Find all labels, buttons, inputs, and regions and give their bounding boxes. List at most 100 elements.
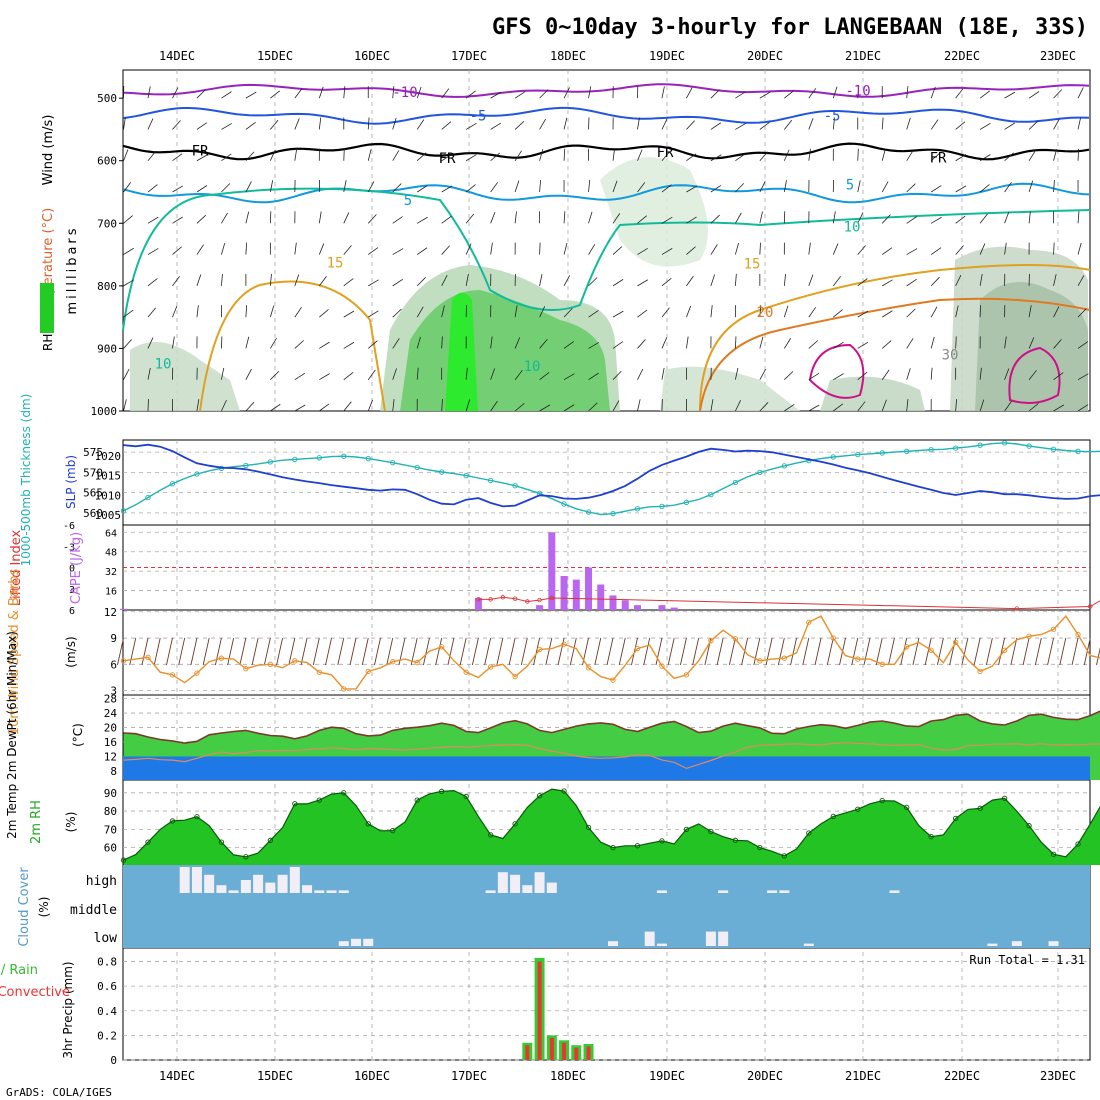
wind-barb (783, 180, 787, 193)
wind-barb (637, 247, 648, 255)
wind-barb (343, 148, 345, 161)
rh-line-point (634, 843, 641, 849)
wind-barb (343, 212, 350, 224)
rh-legend-swatch (40, 283, 54, 333)
rh-line-point (1001, 795, 1008, 801)
wind-barb (319, 309, 329, 318)
li-label: Lifted Index (9, 529, 24, 606)
temp-tick: 20 (104, 722, 117, 735)
wind-barb (906, 183, 916, 193)
rh-line-point (316, 797, 322, 803)
thickness-line-point (904, 448, 910, 454)
wind-barb (930, 152, 941, 162)
thickness-line-point (120, 508, 127, 514)
rh-line-point (341, 790, 347, 796)
wind-barb (1053, 339, 1062, 349)
thickness-line-point (194, 471, 200, 477)
date-tick-bottom: 14DEC (159, 1069, 195, 1083)
wind-barb (441, 245, 450, 255)
wind-barb (686, 305, 692, 318)
contour-label: 30 (942, 348, 959, 364)
date-tick-top: 20DEC (747, 49, 783, 63)
wind-barb (661, 337, 668, 349)
wind-barb (906, 216, 917, 224)
wind-barb (147, 184, 158, 193)
wind-barb (1047, 637, 1054, 666)
wind-barb (1004, 368, 1010, 380)
wind-barb (1010, 637, 1018, 666)
pressure-tick-label: 1000 (91, 405, 118, 418)
wind-barb (465, 367, 468, 380)
panel-frame (122, 947, 1091, 1061)
wind-barb (734, 242, 739, 255)
wind-barb (735, 183, 745, 193)
wind-tick: 6 (110, 658, 117, 671)
run-total: Run Total = 1.31 (969, 953, 1085, 967)
wind-speed-line-point (708, 638, 714, 644)
wind-barb (245, 401, 255, 412)
wind-barb (294, 404, 306, 412)
wind-barb (1053, 118, 1060, 130)
wind-barb (459, 637, 467, 666)
wind-barb (631, 637, 638, 666)
pressure-tick-label: 700 (97, 217, 117, 230)
wind-barb (734, 336, 737, 349)
wind-barb (1004, 181, 1012, 193)
wind-barb (563, 341, 575, 349)
rh-line-point (487, 832, 494, 838)
wind-barb (612, 310, 624, 318)
wind-speed-line-point (487, 664, 494, 670)
wind-barb (1004, 152, 1014, 162)
cape-bar (474, 597, 482, 610)
cape-bar (120, 608, 127, 610)
wind-barb (1077, 211, 1080, 224)
wind-barb (710, 122, 722, 130)
thickness-line-point (512, 483, 518, 489)
wind-barb (123, 399, 127, 412)
wind-barb (833, 341, 844, 349)
wind-barb (661, 248, 673, 255)
contour-label: FR (192, 144, 209, 160)
wind-barb (1004, 91, 1016, 99)
wind-barb (539, 274, 543, 286)
wind-barb (386, 637, 394, 666)
wind-barb (367, 148, 372, 161)
wind-barb (1053, 404, 1065, 412)
wind-barb (679, 637, 687, 666)
thickness-line-point (953, 445, 959, 451)
wind-barb (881, 117, 884, 130)
wind-barb (686, 185, 697, 193)
wind-barb (606, 637, 614, 666)
thickness-line-point (928, 447, 934, 453)
contour-label: -10 (392, 85, 417, 101)
wind-barb (392, 368, 397, 380)
cloud-cell (1048, 941, 1059, 946)
wind-barb (857, 86, 860, 99)
wind-speed-line-point (561, 641, 567, 647)
wind-barb (906, 248, 918, 255)
precip-legend-total: Total / Rain (0, 963, 38, 978)
cloud-cell (779, 890, 790, 893)
wind-barb (961, 637, 969, 666)
wind-barb (343, 401, 352, 412)
wind-barb (196, 185, 208, 193)
wind-barb (594, 637, 602, 666)
cape-bar (585, 567, 593, 610)
wind-barb (514, 180, 520, 193)
wind-barb (245, 122, 256, 130)
wind-barb (416, 216, 428, 224)
wind-barb (1077, 117, 1081, 130)
wind-barb (930, 336, 935, 349)
thickness-line-point (145, 494, 151, 501)
wind-barb (1004, 211, 1010, 224)
rh-tick: 80 (104, 805, 117, 818)
wind-barb (686, 216, 697, 224)
wind-barb (490, 152, 501, 162)
wind-barb (368, 279, 379, 287)
wind-speed-line-point (928, 647, 934, 653)
li-tick: -6 (63, 521, 75, 532)
wind-barb (514, 211, 517, 224)
contour-label: 5 (846, 178, 854, 194)
wind-barb (367, 340, 378, 349)
